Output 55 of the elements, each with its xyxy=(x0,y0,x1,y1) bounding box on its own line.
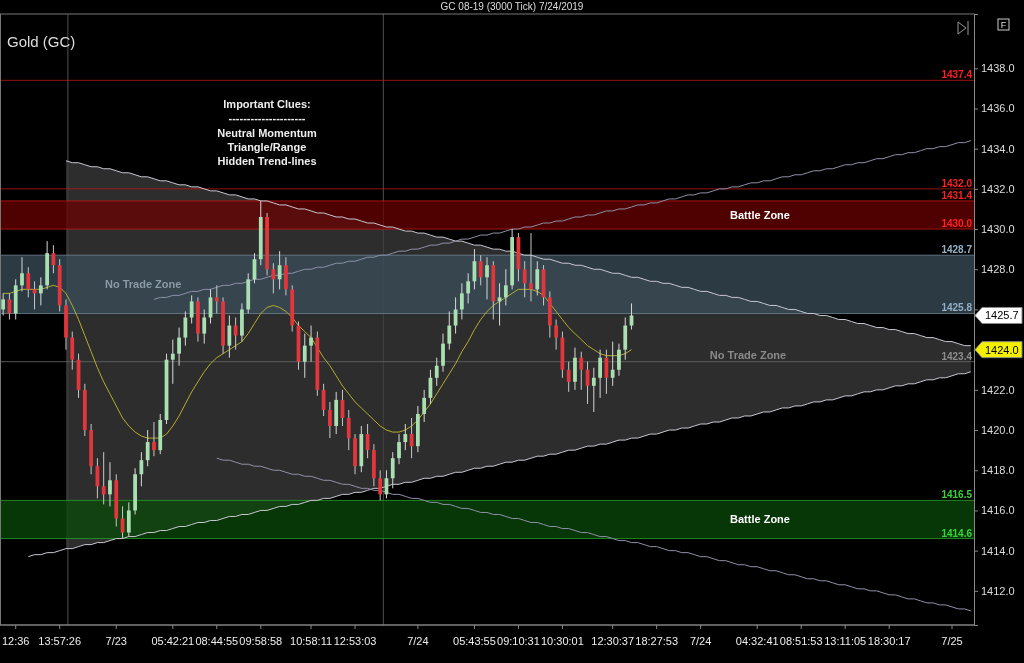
annotation: Important Clues: xyxy=(223,98,311,110)
ref-line-label: 1425.8 xyxy=(941,302,973,314)
x-tick-label: 13:57:26 xyxy=(38,635,82,647)
annotation: No Trade Zone xyxy=(709,348,787,361)
y-tick-label: 1430.0 xyxy=(981,223,1015,236)
y-tick-label: 1422.0 xyxy=(981,383,1015,396)
ref-line-label: 1414.6 xyxy=(941,527,973,539)
x-tick-label: 12:53:03 xyxy=(333,635,377,647)
x-tick-label: 13:11:05 xyxy=(824,635,867,647)
y-tick-label: 1436.0 xyxy=(981,102,1015,115)
y-tick-label: 1420.0 xyxy=(981,424,1015,437)
x-tick-label: 18:30:17 xyxy=(867,635,911,647)
x-tick-label: 05:43:55 xyxy=(453,635,496,647)
x-tick-label: 7/24 xyxy=(407,635,429,647)
y-tick-label: 1434.0 xyxy=(981,142,1015,155)
annotation: --------------------- xyxy=(228,112,306,125)
text: 1425.7 xyxy=(985,309,1019,322)
text: 1424.0 xyxy=(985,343,1019,356)
y-tick-label: 1428.0 xyxy=(981,263,1015,276)
x-tick-label: 7/23 xyxy=(105,635,127,647)
x-tick-label: 12:36 xyxy=(1,635,30,647)
x-tick-label: 10:58:11 xyxy=(290,635,333,647)
f-button: F xyxy=(997,18,1010,31)
y-tick-label: 1432.0 xyxy=(981,182,1015,195)
x-tick-label: 7/25 xyxy=(941,635,963,647)
y-tick-label: 1416.0 xyxy=(981,504,1015,517)
y-tick-label: 1414.0 xyxy=(981,544,1015,557)
x-tick-label: 10:30:01 xyxy=(540,635,584,647)
ref-line-label: 1432.0 xyxy=(941,177,973,189)
band-label: No Trade Zone xyxy=(105,278,182,291)
x-tick-label: 09:10:31 xyxy=(497,635,540,647)
ref-line-label: 1428.7 xyxy=(941,244,973,256)
annotation: Hidden Trend-lines xyxy=(217,155,317,168)
y-tick-label: 1438.0 xyxy=(981,62,1015,75)
ref-line-label: 1437.4 xyxy=(941,69,973,81)
x-tick-label: 18:27:53 xyxy=(635,635,679,647)
ref-line-label: 1431.4 xyxy=(941,189,973,201)
x-tick-label: 05:42:21 xyxy=(151,635,195,647)
annotation: Neutral Momentum xyxy=(217,126,318,139)
text: Gold (GC) xyxy=(7,33,76,50)
annotation: Triangle/Range xyxy=(227,140,307,153)
band-label: Battle Zone xyxy=(730,513,790,526)
ref-line-label: 1430.0 xyxy=(941,218,973,230)
x-tick-label: 08:51:53 xyxy=(779,635,823,647)
x-tick-label: 7/24 xyxy=(689,635,712,647)
ref-line-label: 1423.4 xyxy=(941,350,973,362)
ref-line-label: 1416.5 xyxy=(941,489,973,501)
x-tick-label: 04:32:41 xyxy=(735,635,779,647)
chart-title: GC 08-19 (3000 Tick) 7/24/2019 xyxy=(440,1,584,12)
band-label: Battle Zone xyxy=(730,208,790,221)
x-tick-label: 08:44:55 xyxy=(195,635,239,647)
x-tick-label: 12:30:37 xyxy=(591,635,635,647)
x-tick-label: 09:58:58 xyxy=(239,635,283,647)
y-tick-label: 1418.0 xyxy=(981,464,1015,477)
y-tick-label: 1412.0 xyxy=(981,584,1015,597)
